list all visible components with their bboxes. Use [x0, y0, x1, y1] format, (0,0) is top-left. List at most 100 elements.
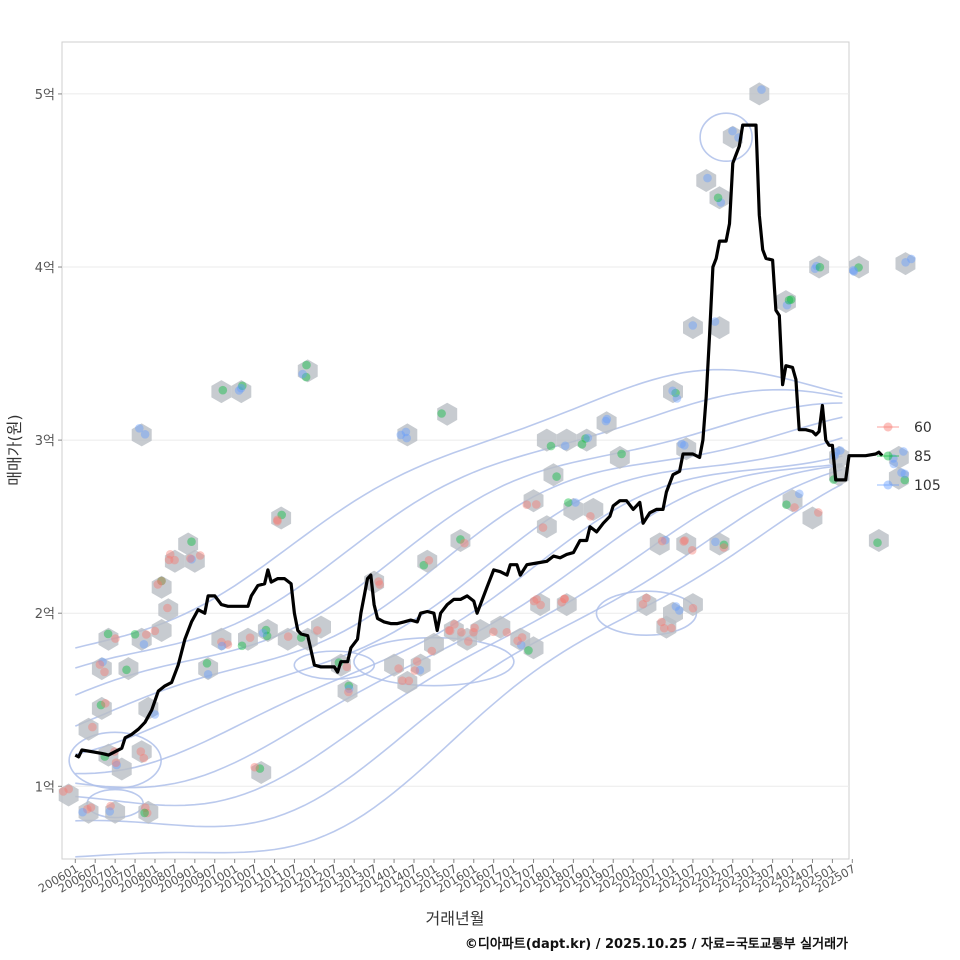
scatter-point — [470, 623, 479, 633]
scatter-point — [398, 676, 407, 685]
scatter-point — [456, 535, 465, 544]
hex-bin — [683, 593, 703, 617]
scatter-point — [672, 394, 682, 403]
scatter-point — [437, 409, 446, 418]
scatter-point — [815, 262, 825, 272]
density-contour — [75, 483, 843, 858]
scatter-point — [667, 623, 676, 633]
scatter-point — [153, 580, 163, 589]
scatter-point — [419, 560, 429, 570]
hex-bin — [58, 783, 79, 807]
scatter-point — [218, 385, 228, 395]
density-contour — [74, 402, 843, 696]
scatter-point — [586, 512, 595, 521]
scatter-point — [659, 623, 669, 633]
scatter-point — [460, 538, 469, 548]
y-tick-label: 1억 — [35, 780, 55, 795]
scatter-point — [135, 424, 144, 433]
legend-key-point — [883, 422, 893, 432]
scatter-point — [642, 593, 651, 603]
scatter-point — [638, 599, 648, 609]
hex-bin — [231, 380, 252, 404]
hex-bin — [782, 489, 803, 513]
scatter-point — [404, 676, 414, 686]
scatter-point — [710, 317, 720, 326]
hex-bin — [238, 627, 258, 651]
scatter-point — [900, 475, 910, 485]
hex-bin — [895, 252, 916, 276]
scatter-point — [677, 439, 686, 449]
hex-bin — [709, 316, 730, 340]
scatter-point — [601, 416, 611, 426]
scatter-point — [170, 555, 179, 565]
scatter-point — [719, 543, 729, 552]
scatter-point — [96, 700, 106, 710]
hex-bin — [410, 653, 431, 677]
scatter-point — [444, 626, 454, 635]
scatter-point — [186, 554, 195, 563]
scatter-point — [302, 360, 311, 370]
scatter-point — [103, 629, 113, 639]
scatter-point — [234, 386, 244, 395]
scatter-point — [728, 126, 737, 136]
scatter-point — [450, 620, 459, 629]
scatter-point — [283, 632, 293, 641]
scatter-point — [140, 808, 149, 818]
scatter-point — [111, 634, 120, 643]
density-contour — [75, 464, 843, 807]
hex-bin — [656, 615, 677, 639]
scatter-point — [577, 440, 587, 449]
scatter-point — [560, 594, 569, 603]
scatter-point — [150, 710, 160, 719]
scatter-point — [157, 576, 166, 586]
scatter-point — [88, 722, 97, 732]
scatter-point — [657, 617, 666, 627]
scatter-point — [165, 550, 175, 559]
scatter-point — [187, 555, 196, 564]
legend-label: 105 — [914, 478, 941, 494]
gridlines — [62, 93, 849, 787]
density-contour — [75, 455, 843, 775]
trend-line-group — [74, 123, 884, 759]
scatter-point — [139, 753, 149, 763]
scatter-point — [810, 264, 820, 274]
scatter-point — [849, 267, 859, 276]
scatter-point — [301, 372, 311, 382]
scatter-point — [668, 386, 677, 396]
scatter-point — [713, 193, 723, 203]
scatter-point — [538, 523, 548, 532]
scatter-point — [687, 546, 697, 555]
scatter-point — [901, 258, 910, 267]
legend-key-point — [883, 480, 893, 490]
scatter-point — [711, 537, 720, 547]
scatter-point — [671, 388, 680, 398]
scatter-point — [236, 383, 246, 393]
density-contour — [75, 437, 843, 756]
hex-bin — [636, 593, 657, 617]
scatter-point — [187, 537, 196, 546]
hex-bin — [111, 757, 132, 781]
scatter-point — [703, 173, 712, 183]
scatter-point — [617, 449, 626, 459]
hex-bin — [868, 529, 889, 552]
legend-key-point — [883, 451, 893, 461]
hex-bin — [450, 529, 471, 552]
y-axis: 1억 2억 3억 4억 5억 — [35, 88, 62, 795]
scatter-point — [141, 803, 150, 812]
scatter-point — [522, 500, 532, 510]
scatter-point — [112, 760, 121, 770]
scatter-point — [342, 662, 352, 672]
hex-bin — [158, 598, 179, 622]
hex-bin — [417, 549, 438, 573]
hex-bin — [257, 619, 278, 642]
scatter-point — [489, 627, 498, 637]
hex-bin — [397, 423, 418, 447]
hex-bin — [775, 290, 796, 314]
hex-bin — [802, 506, 823, 530]
hex-bin — [596, 411, 617, 435]
hex-bin — [211, 627, 232, 651]
density-contour — [699, 112, 753, 163]
hex-bin — [536, 515, 557, 539]
y-tick-label: 5억 — [35, 88, 55, 103]
